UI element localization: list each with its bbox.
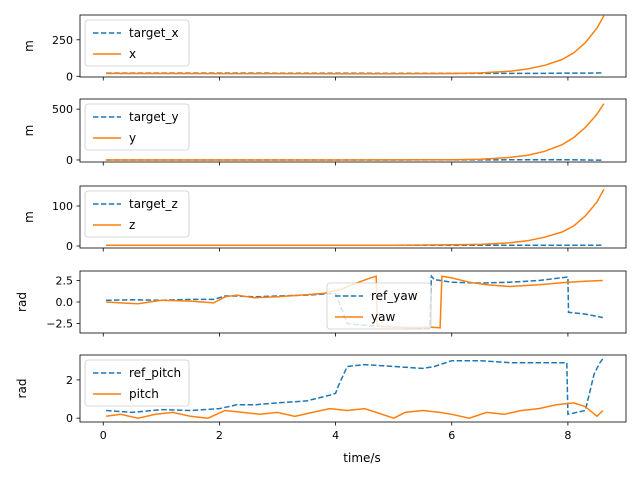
legend-label-target_z: target_z: [129, 197, 178, 211]
axes-frame: [79, 14, 627, 78]
y-tick-label: 0: [66, 412, 73, 425]
legend-label-target_y: target_y: [129, 110, 179, 124]
axes-frame: [79, 98, 627, 163]
series-line-pitch: [105, 402, 604, 420]
y-tick-label: 0: [66, 70, 73, 83]
y-tick-label: 500: [52, 103, 73, 116]
series-line-y: [106, 103, 605, 161]
y-tick-label: 2: [66, 374, 73, 387]
x-tick-label: 0: [100, 429, 107, 442]
x-axis-label: time/s: [343, 451, 380, 465]
legend-label-ref_pitch: ref_pitch: [129, 366, 181, 380]
series-line-ref_pitch: [106, 358, 604, 416]
legend-label-pitch: pitch: [129, 387, 159, 401]
legend-label-z: z: [129, 218, 135, 232]
subplot-2: 0 500 m target_yy: [22, 98, 627, 167]
x-tick-label: 6: [448, 429, 455, 442]
axes-frame: [79, 185, 627, 249]
x-tick-label: 8: [564, 429, 571, 442]
y-axis-label: m: [22, 125, 36, 137]
series-line-z: [106, 188, 605, 246]
subplots: 0 250 m target_xx 0 500 m target_yy 0 100 m target_…: [15, 14, 627, 442]
y-axis-label: m: [22, 40, 36, 52]
legend-label-y: y: [129, 131, 136, 145]
legend-label-ref_yaw: ref_yaw: [371, 289, 418, 303]
x-tick-label: 2: [216, 429, 223, 442]
legend-label-target_x: target_x: [129, 26, 179, 40]
axes-frame: [79, 354, 627, 423]
x-tick-label: 4: [332, 429, 339, 442]
y-tick-label: 0: [66, 240, 73, 253]
y-axis-label: m: [22, 211, 36, 223]
subplot-3: 0 100 m target_zz: [22, 185, 627, 253]
legend: target_xx: [84, 19, 190, 67]
subplot-1: 0 250 m target_xx: [22, 14, 627, 83]
y-tick-label: 0: [66, 154, 73, 167]
series-line-yaw: [106, 275, 603, 329]
y-tick-label: 250: [52, 34, 73, 47]
legend-label-x: x: [129, 47, 136, 61]
legend: target_zz: [84, 190, 190, 238]
legend: target_yy: [84, 103, 190, 151]
y-tick-label: 0.0: [56, 296, 74, 309]
y-tick-label: −2.5: [46, 318, 73, 331]
y-tick-label: 100: [52, 200, 73, 213]
legend-label-yaw: yaw: [371, 310, 395, 324]
y-axis-label: rad: [15, 379, 29, 399]
series-line-x: [106, 15, 605, 75]
y-tick-label: 2.5: [56, 274, 74, 287]
y-axis-label: rad: [15, 292, 29, 312]
